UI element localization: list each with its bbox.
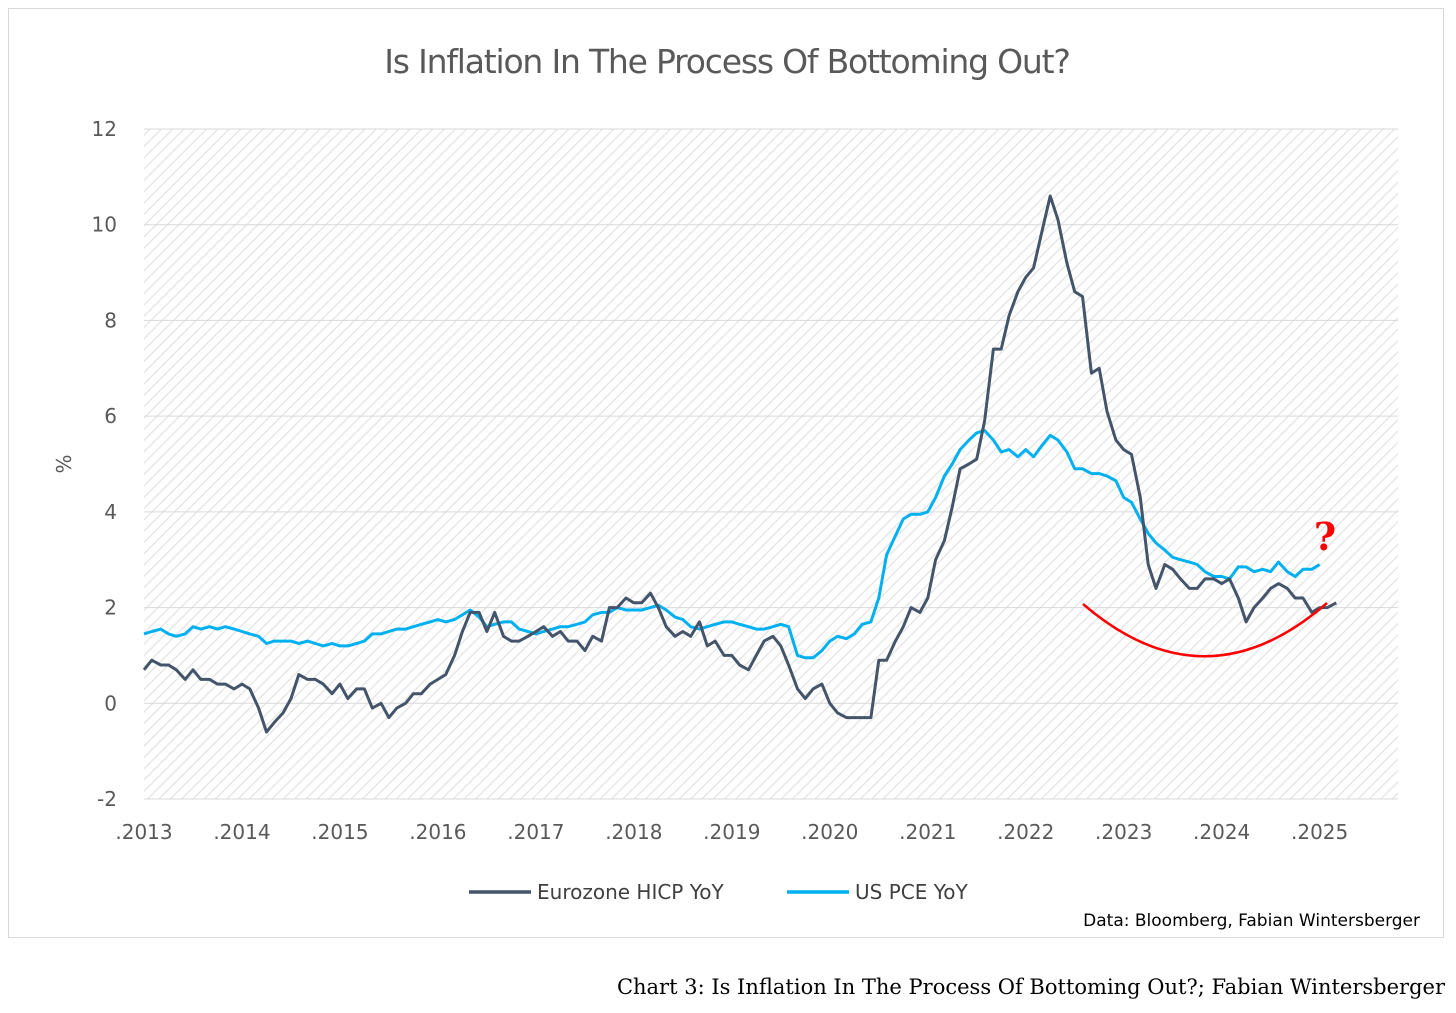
series-layer [142, 194, 1338, 734]
x-tick-label: .2021 [899, 820, 956, 844]
chart-frame: Is Inflation In The Process Of Bottoming… [8, 8, 1444, 938]
y-tick-label: 8 [104, 308, 117, 332]
legend: Eurozone HICP YoY US PCE YoY [469, 880, 969, 904]
eurozone-hicp-line [142, 194, 1338, 734]
chart-svg: Is Inflation In The Process Of Bottoming… [52, 42, 1420, 931]
us-pce-line [143, 429, 1321, 660]
x-tick-label: .2024 [1193, 820, 1250, 844]
x-tick-label: .2018 [605, 820, 662, 844]
trough-arc [1082, 602, 1328, 658]
question-mark-annotation: ? [1314, 514, 1336, 559]
y-tick-label: 4 [104, 500, 117, 524]
x-tick-label: .2017 [507, 820, 564, 844]
x-tick-label: .2025 [1291, 820, 1348, 844]
x-tick-label: .2013 [115, 820, 172, 844]
x-tick-label: .2022 [997, 820, 1054, 844]
y-tick-label: 2 [104, 596, 117, 620]
y-tick-label: 10 [92, 213, 117, 237]
x-tick-label: .2019 [703, 820, 760, 844]
y-tick-label: 12 [92, 117, 117, 141]
plot-area [144, 129, 1398, 799]
legend-label-us: US PCE YoY [855, 880, 969, 904]
y-tick-label: 0 [104, 691, 117, 715]
x-tick-label: .2016 [409, 820, 466, 844]
x-tick-label: .2015 [311, 820, 368, 844]
x-tick-label: .2023 [1095, 820, 1152, 844]
y-axis-ticks: 12 10 8 6 4 2 0 -2 [92, 117, 117, 811]
y-tick-label: 6 [104, 404, 117, 428]
x-tick-label: .2020 [801, 820, 858, 844]
source-note: Data: Bloomberg, Fabian Wintersberger [1083, 911, 1420, 931]
gridlines [144, 128, 1398, 800]
x-axis-ticks: .2013 .2014 .2015 .2016 .2017 .2018 .2019 .2020… [115, 820, 1348, 844]
chart-title: Is Inflation In The Process Of Bottoming… [384, 42, 1069, 81]
x-tick-label: .2014 [213, 820, 270, 844]
figure-caption: Chart 3: Is Inflation In The Process Of … [616, 975, 1445, 999]
legend-label-eurozone: Eurozone HICP YoY [537, 880, 725, 904]
y-tick-label: -2 [97, 787, 117, 811]
y-axis-label: % [52, 454, 76, 473]
